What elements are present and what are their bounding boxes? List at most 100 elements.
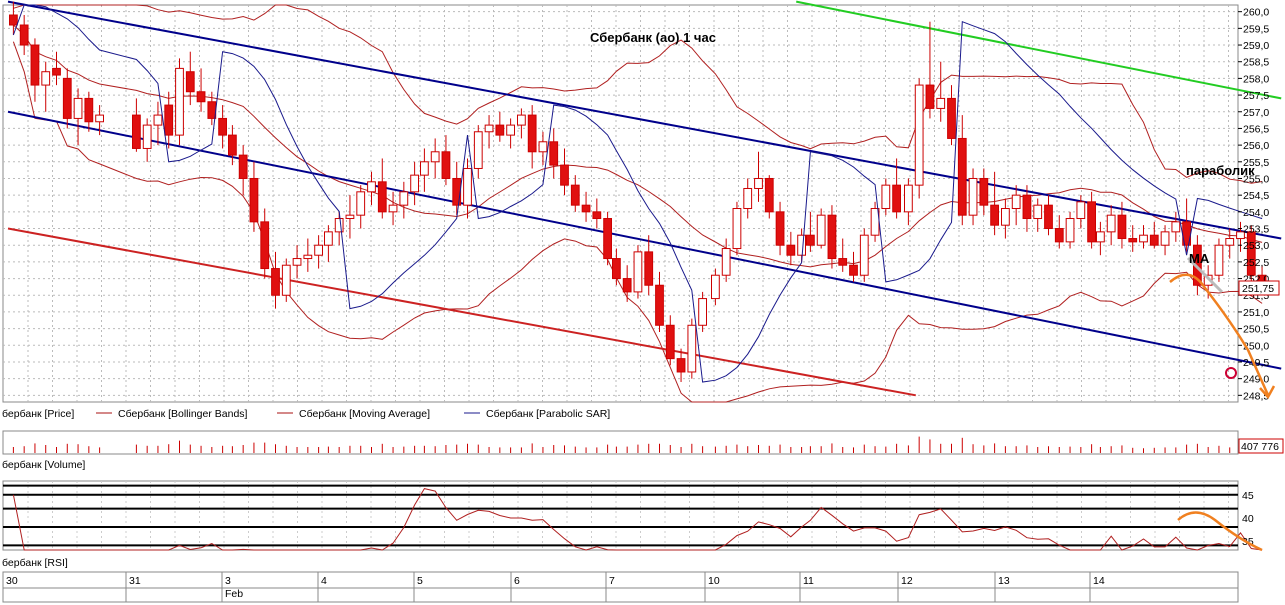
legend-ma: Сбербанк [Moving Average] [299, 408, 430, 420]
forecast-arrow-price [1169, 273, 1270, 396]
candle-body [743, 187, 753, 210]
candle-body [175, 67, 184, 136]
candle-body [1214, 244, 1224, 276]
candle-body [687, 324, 697, 373]
day-tick-label: 14 [1093, 575, 1105, 587]
candle-body [947, 97, 956, 139]
candle-body [1149, 234, 1159, 246]
price-tick-label: 250,0 [1243, 340, 1269, 352]
candle-body [30, 44, 40, 86]
forecast-arrowhead-price [1259, 385, 1276, 400]
candle-body [196, 91, 206, 103]
price-tick-label: 259,5 [1243, 23, 1269, 35]
price-tick-label: 254,5 [1243, 190, 1269, 202]
candle-body [41, 71, 51, 86]
candle-body [495, 124, 505, 136]
candle-body [377, 181, 387, 213]
candle-body [334, 218, 344, 233]
candle-body [936, 97, 946, 109]
price-tick-label: 255,5 [1243, 157, 1269, 169]
last-price-box [1238, 280, 1280, 296]
candle-body [62, 77, 72, 119]
legend-price: бербанк [Price] [2, 408, 74, 420]
candle-body [1139, 234, 1148, 243]
candle-body [838, 258, 848, 266]
candle-body [827, 214, 837, 260]
candle-body [52, 67, 61, 76]
candle-body [676, 358, 686, 373]
price-tick-label: 258,0 [1243, 73, 1269, 85]
candle-body [292, 258, 302, 266]
rsi-tick-label: 40 [1242, 513, 1254, 525]
day-tick-label: 5 [417, 575, 423, 587]
candle-body [1054, 228, 1064, 243]
last-volume-label: 407 776 [1241, 441, 1279, 453]
candle-body [698, 298, 708, 326]
price-tick-label: 253,5 [1243, 224, 1269, 236]
candle-body [164, 104, 174, 136]
candle-body [1076, 201, 1086, 220]
price-tick-label: 250,5 [1243, 324, 1269, 336]
candle-body [185, 71, 195, 93]
candle-body [538, 141, 548, 153]
candle-body [303, 254, 313, 260]
candle-body [881, 184, 891, 210]
price-tick-label: 254,0 [1243, 207, 1269, 219]
price-tick-label: 257,0 [1243, 107, 1269, 119]
price-legend: бербанк [Price] Сбербанк [Bollinger Band… [2, 408, 610, 420]
candle-body [892, 184, 902, 213]
candle-body [281, 264, 291, 296]
candle-body [73, 97, 83, 119]
candle-body [345, 214, 355, 220]
candle-body [228, 134, 237, 156]
moving-average-line [13, 24, 1263, 268]
time-axis-panel [2, 571, 1239, 589]
candle-body [925, 84, 935, 109]
candle-body [1001, 208, 1010, 226]
candle-body [644, 251, 654, 286]
candle-body [410, 174, 420, 193]
day-tick-label: 10 [708, 575, 720, 587]
annotation-parabolic: параболик [1186, 163, 1255, 178]
rsi-legend: бербанк [RSI] [2, 557, 68, 569]
price-panel [2, 4, 1239, 403]
candle-body [570, 184, 580, 206]
candle-body [581, 204, 591, 213]
candle-body [1096, 231, 1105, 243]
ma-projection-line [1186, 256, 1224, 294]
candle-body [979, 177, 989, 206]
candle-body [388, 204, 398, 213]
candle-body [314, 244, 324, 256]
candle-body [665, 324, 675, 360]
rsi-tick-label: 45 [1242, 490, 1254, 502]
candle-body [904, 184, 913, 213]
price-tick-label: 249,0 [1243, 374, 1269, 386]
candle-body [957, 137, 967, 216]
candle-body [249, 177, 259, 223]
rsi-line [12, 488, 1263, 551]
candle-body [19, 24, 29, 46]
candle-body [1044, 204, 1053, 230]
day-tick-label: 13 [998, 575, 1010, 587]
candle-body [754, 177, 763, 189]
day-tick-label: 11 [803, 575, 814, 587]
candle-body [399, 191, 409, 206]
candle-body [420, 161, 429, 176]
candle-body [324, 231, 333, 246]
channel-line [796, 0, 1282, 100]
last-volume-box [1238, 438, 1284, 454]
channel-marker-circle [1225, 367, 1237, 379]
candle-body [764, 177, 774, 213]
candle-body [207, 101, 217, 119]
day-tick-label: 4 [321, 575, 327, 587]
candle-body [655, 284, 664, 326]
bollinger-lower [12, 41, 1263, 403]
candle-body [527, 114, 537, 153]
candle-body [786, 244, 796, 256]
candle-body [1117, 214, 1127, 240]
price-tick-label: 249,5 [1243, 357, 1269, 369]
candle-body [633, 251, 643, 293]
candle-body [592, 211, 602, 220]
candle-body [473, 131, 483, 169]
candle-body [968, 177, 978, 216]
